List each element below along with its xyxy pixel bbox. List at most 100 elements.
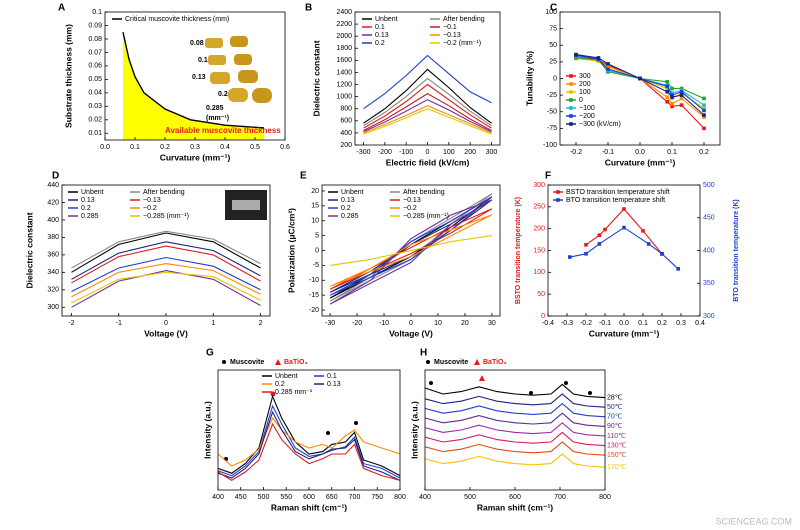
y-tick-label: 2400 xyxy=(336,9,352,16)
x-tick-label: 0 xyxy=(426,149,430,156)
legend-label: 90℃ xyxy=(607,423,623,430)
marker xyxy=(665,86,669,91)
legend-marker xyxy=(569,122,573,126)
legend-marker xyxy=(569,106,573,110)
x-tick-label: 2 xyxy=(259,320,263,327)
marker xyxy=(606,62,610,66)
legend-label: 0.2 xyxy=(375,40,385,47)
marker xyxy=(702,103,706,107)
y-tick-label: 25 xyxy=(549,59,557,66)
y-tick-label: 50 xyxy=(549,42,557,49)
line xyxy=(569,226,679,270)
x-axis-title: Raman shift (cm⁻¹) xyxy=(477,502,553,512)
line xyxy=(363,105,492,134)
legend-label: −0.13 xyxy=(403,197,421,204)
legend-label: Critical muscovite thickness (mm) xyxy=(125,16,229,23)
y-tick-label: 1400 xyxy=(336,69,352,76)
marker xyxy=(702,115,706,119)
x-tick-label: -0.2 xyxy=(570,149,582,156)
annotation: 0.08 xyxy=(190,40,204,47)
x-axis-title: Voltage (V) xyxy=(389,328,433,338)
line xyxy=(329,199,493,305)
x-tick-label: -200 xyxy=(378,149,392,156)
annotation: BaTiO₃ xyxy=(284,359,308,366)
line xyxy=(363,77,492,127)
y-tick-label: -10 xyxy=(309,277,319,284)
line xyxy=(217,410,401,481)
marker xyxy=(622,207,626,211)
legend-marker xyxy=(569,90,573,94)
marker xyxy=(665,80,669,84)
annotation: BaTiO₃ xyxy=(483,359,507,366)
legend-label: −0.285 (mm⁻¹) xyxy=(143,213,189,220)
x-tick-label: 0.1 xyxy=(130,144,140,151)
marker xyxy=(679,90,684,94)
line xyxy=(424,453,606,468)
y-tick-label: 75 xyxy=(549,25,557,32)
inset-shapes xyxy=(205,36,592,461)
legend-label: 200 xyxy=(579,81,591,88)
legend-label: BTO transition temperature shift xyxy=(566,197,665,204)
legend-label: 0.13 xyxy=(341,197,355,204)
marker xyxy=(665,95,669,99)
marker xyxy=(584,251,588,256)
y-tick-label: 1200 xyxy=(336,81,352,88)
x-tick-label: 450 xyxy=(235,494,247,501)
legend-label: 100 xyxy=(579,89,591,96)
legend-label: −0.13 xyxy=(443,32,461,39)
marker xyxy=(679,86,684,91)
marker xyxy=(568,255,572,259)
legend-marker xyxy=(556,198,560,202)
y-tick-label: 360 xyxy=(47,252,59,259)
legend-label: 0.2 xyxy=(81,205,91,212)
panel-letter: A xyxy=(58,3,65,14)
x-tick-label: 550 xyxy=(280,494,292,501)
x-tick-label: 0.2 xyxy=(657,320,667,327)
area xyxy=(123,32,264,141)
y-tick-label: 20 xyxy=(311,188,319,195)
line xyxy=(71,245,261,284)
y-tick-label: 1800 xyxy=(336,45,352,52)
y2-tick-label: 450 xyxy=(703,215,715,222)
x-tick-label: 0.0 xyxy=(100,144,110,151)
legend-label: 0.2 xyxy=(275,381,285,388)
y2-tick-label: 350 xyxy=(703,280,715,287)
marker xyxy=(679,103,684,107)
x-tick-label: 10 xyxy=(434,320,442,327)
y-tick-label: 0.02 xyxy=(88,117,102,124)
y2-axis-title: BTO transition temperature (K) xyxy=(733,199,740,302)
line xyxy=(424,441,606,456)
y2-tick-label: 300 xyxy=(703,313,715,320)
legend-label: Unbent xyxy=(341,189,364,196)
legend-label: −0.2 xyxy=(143,205,157,212)
line xyxy=(329,208,493,290)
marker xyxy=(702,96,706,101)
marker xyxy=(665,90,669,94)
line xyxy=(217,416,401,467)
x-tick-label: 800 xyxy=(599,494,611,501)
x-tick-label: 0.3 xyxy=(676,320,686,327)
marker xyxy=(702,108,706,113)
annotation: (mm⁻¹) xyxy=(206,115,229,122)
y-tick-label: 1600 xyxy=(336,57,352,64)
legend-label: 0.2 xyxy=(341,205,351,212)
y-tick-label: 440 xyxy=(47,182,59,189)
legend-label: Unbent xyxy=(375,16,398,23)
y-tick-label: 400 xyxy=(340,130,352,137)
marker xyxy=(606,64,610,69)
legend-label: 0.13 xyxy=(375,32,389,39)
legend-marker xyxy=(556,190,560,194)
x-tick-label: 200 xyxy=(464,149,476,156)
x-tick-label: 750 xyxy=(371,494,383,501)
y-tick-label: 15 xyxy=(311,203,319,210)
x-tick-label: 0.0 xyxy=(619,320,629,327)
marker xyxy=(665,84,669,89)
line xyxy=(363,92,492,131)
line xyxy=(363,83,492,129)
y-axis-title: Intensity (a.u.) xyxy=(409,401,419,459)
marker xyxy=(597,242,602,246)
annotation: Available muscovite thickness xyxy=(165,126,281,135)
annotation: 0.285 xyxy=(206,105,224,112)
y-tick-label: 50 xyxy=(537,291,545,298)
